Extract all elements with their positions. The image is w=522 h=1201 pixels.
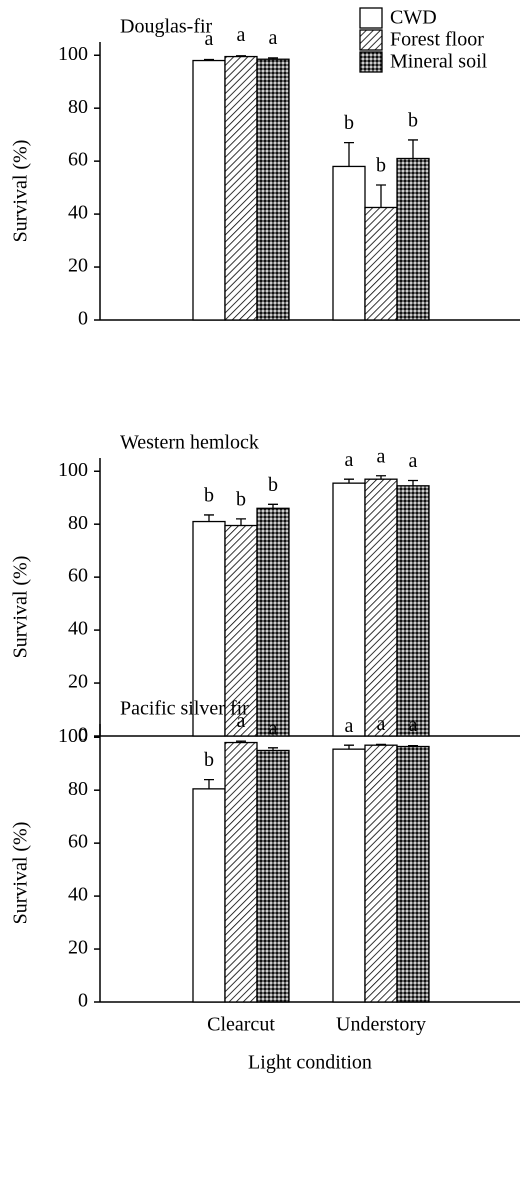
- significance-letter: b: [344, 112, 354, 134]
- bar: [364, 744, 398, 1003]
- bar: [396, 157, 430, 321]
- y-axis-label: Survival (%): [10, 822, 32, 925]
- error-bar: [204, 514, 214, 522]
- y-tick-label: 20: [68, 671, 88, 693]
- error-bar: [204, 778, 214, 789]
- x-tick-label: Clearcut: [207, 1014, 275, 1036]
- significance-letter: a: [345, 715, 354, 737]
- legend-swatch: [359, 29, 383, 51]
- y-tick-label: 40: [68, 618, 88, 640]
- y-tick-label: 40: [68, 884, 88, 906]
- y-tick-label: 60: [68, 831, 88, 853]
- y-tick-label: 100: [58, 459, 88, 481]
- y-tick-label: 60: [68, 149, 88, 171]
- significance-letter: a: [237, 24, 246, 46]
- y-tick-label: 80: [68, 778, 88, 800]
- bar: [364, 206, 398, 321]
- y-tick-label: 80: [68, 512, 88, 534]
- bar: [192, 788, 226, 1003]
- significance-letter: a: [377, 445, 386, 467]
- y-tick-label: 100: [58, 725, 88, 747]
- significance-letter: b: [408, 110, 418, 132]
- error-bar: [268, 747, 278, 751]
- bar: [224, 741, 258, 1003]
- y-tick-label: 0: [78, 724, 88, 746]
- panel-title: Western hemlock: [120, 432, 259, 454]
- error-bar: [344, 141, 354, 167]
- bar: [364, 478, 398, 737]
- bar: [192, 59, 226, 321]
- y-tick-label: 20: [68, 255, 88, 277]
- significance-letter: b: [204, 485, 214, 507]
- error-bar: [376, 475, 386, 480]
- legend-swatch: [359, 51, 383, 73]
- legend-swatch: [359, 7, 383, 29]
- bar: [256, 507, 290, 737]
- panel-title: Douglas-fir: [120, 16, 213, 38]
- error-bar: [204, 58, 214, 61]
- y-tick-label: 100: [58, 43, 88, 65]
- significance-letter: a: [269, 27, 278, 49]
- error-bar: [376, 743, 386, 746]
- significance-letter: a: [205, 28, 214, 50]
- y-tick-label: 60: [68, 565, 88, 587]
- error-bar: [268, 57, 278, 60]
- error-bar: [236, 518, 246, 526]
- significance-letter: a: [269, 717, 278, 739]
- significance-letter: b: [376, 155, 386, 177]
- y-tick-label: 40: [68, 202, 88, 224]
- bar: [332, 482, 366, 737]
- y-tick-label: 0: [78, 990, 88, 1012]
- bar: [396, 745, 430, 1003]
- significance-letter: b: [204, 749, 214, 771]
- error-bar: [408, 139, 418, 159]
- bar: [256, 58, 290, 321]
- bar: [332, 165, 366, 321]
- error-bar: [344, 744, 354, 750]
- significance-letter: b: [236, 488, 246, 510]
- significance-letter: a: [409, 450, 418, 472]
- error-bar: [268, 503, 278, 509]
- x-axis-label: Light condition: [248, 1052, 372, 1074]
- error-bar: [408, 479, 418, 486]
- y-tick-label: 20: [68, 937, 88, 959]
- y-tick-label: 0: [78, 308, 88, 330]
- significance-letter: b: [268, 474, 278, 496]
- bar: [256, 749, 290, 1003]
- significance-letter: a: [409, 714, 418, 736]
- error-bar: [344, 478, 354, 484]
- error-bar: [236, 55, 246, 57]
- significance-letter: a: [345, 449, 354, 471]
- bar: [332, 748, 366, 1003]
- error-bar: [236, 740, 246, 743]
- significance-letter: a: [377, 713, 386, 735]
- legend-label: Mineral soil: [390, 51, 488, 73]
- bar: [396, 485, 430, 737]
- y-tick-label: 80: [68, 96, 88, 118]
- panel-title: Pacific silver fir: [120, 698, 249, 720]
- error-bar: [408, 745, 418, 747]
- significance-letter: a: [237, 710, 246, 732]
- bar: [224, 55, 258, 321]
- legend-label: Forest floor: [390, 29, 484, 51]
- y-axis-label: Survival (%): [10, 556, 32, 659]
- y-axis-label: Survival (%): [10, 140, 32, 243]
- legend-label: CWD: [390, 7, 437, 29]
- error-bar: [376, 184, 386, 208]
- x-tick-label: Understory: [336, 1014, 426, 1036]
